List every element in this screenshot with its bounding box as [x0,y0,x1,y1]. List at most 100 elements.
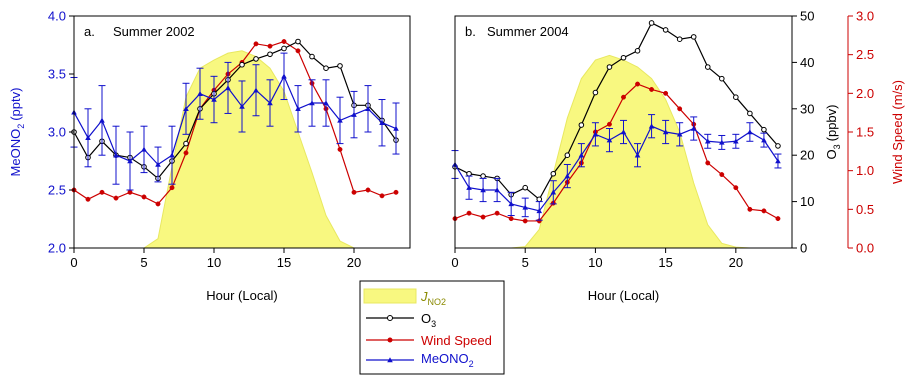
legend-marker-meono2 [387,357,393,363]
x-tick-label: 20 [347,255,361,270]
meono2-2002-point [323,100,329,106]
o3-2002-point [323,65,329,71]
wind-2002-point [295,48,301,54]
wind-2002-point [365,187,371,193]
legend-jno2-sub: NO2 [428,297,447,307]
o3-2004-point [522,184,529,191]
meono2-2004-point [648,123,655,129]
meono2-2002-point [85,135,91,141]
legend-item-o3: O3 [366,311,436,329]
legend-swatch-jno2 [363,288,417,304]
wind-tick-label: 1.0 [856,163,874,178]
wind-2002-point [267,43,273,49]
o3-2004-point [466,170,472,177]
wind-tick-label: 0.5 [856,202,874,217]
panel-b: 0 5 10 15 20 0 10 20 30 40 50 0.0 0.5 1.0 1.5 2.0 2.5 3… [451,9,905,304]
meono2-2004-point [747,129,753,135]
meono2-2004-point [550,189,557,195]
wind-2004-point [480,214,486,220]
o3-2004-point [761,126,767,133]
meono2-2002-point [267,100,273,106]
meono2-2002-line [73,74,397,166]
wind-tick-label: 1.5 [856,125,874,140]
wind-tick-label: 2.0 [856,86,874,101]
o3-2004-point [578,122,585,128]
meono2-2004-point [564,173,571,179]
wind-2004-point [607,121,612,127]
wind-2004-point [705,160,711,166]
y-tick-label: 2.0 [48,241,66,256]
meono2-2002-point [155,161,161,167]
x-tick-label: 10 [588,255,602,270]
o3-tick-label: 40 [800,55,814,70]
meono2-2004-point [733,138,739,144]
legend-label-o3: O3 [421,311,436,329]
legend-jno2-main: J [420,289,428,304]
wind-axis: 0.0 0.5 1.0 1.5 2.0 2.5 3.0 [847,9,874,256]
meono2-2002-point [113,152,119,158]
legend-o3-sub: 3 [431,319,436,329]
y-axis-label-meono2: MeONO2 (pptv) [8,88,26,177]
wind-2002-line [73,40,397,205]
legend-item-meono2: MeONO2 [366,351,474,369]
wind-2002-point [141,194,147,200]
meono2-2004-point [522,204,529,210]
y-axis-label-o3: O3 (ppbv) [824,105,842,160]
legend-item-jno2: JNO2 [363,288,446,307]
meono2-2002-point [127,158,133,164]
meono2-2004-point [662,129,669,135]
wind-2004-point [494,210,500,216]
wind-2002-point [393,189,399,195]
legend: JNO2 O3 Wind Speed MeONO2 [359,280,505,375]
legend-label-jno2: JNO2 [420,289,446,307]
wind-2002-point [169,185,175,191]
meono2-2004-point [676,131,683,137]
wind-tick-label: 2.5 [856,47,874,62]
meono2-2004-point [690,125,697,131]
panel-letter-a: a. [84,24,95,39]
wind-tick-label: 0.0 [856,241,874,256]
legend-label-meono2: MeONO2 [421,351,474,369]
wind-2004-point [775,216,781,222]
wind-2002-point [113,195,119,201]
series-2004 [451,20,782,224]
o3-2004-point [718,75,725,82]
meono2-2004-point [466,184,472,190]
meono2-2002-point [379,119,385,125]
meono2-2002-point [99,117,105,123]
o3-tick-label: 30 [800,101,814,116]
o3-2004-point [733,94,739,100]
meono2-2004-point [775,158,781,164]
o3-2004-point [662,27,669,33]
o3-label-main: O [824,149,839,159]
wind-2004-point [747,206,753,212]
meono2-2004-point [508,201,514,207]
jno2-area [455,54,778,249]
meono2-2004-point [578,152,585,158]
o3-2004-point [550,170,557,177]
meono2-2004-point [536,208,543,214]
x-tick-label: 15 [658,255,672,270]
x-ticks-2004: 0 5 10 15 20 [451,248,743,270]
o3-2004-point [690,34,697,40]
wind-2004-point [733,185,739,191]
jno2-area-2002 [74,50,396,249]
o3-2004-point [704,64,711,70]
meono2-2002-point [239,103,245,109]
o3-2004-point [592,89,599,96]
wind-2002-point [379,193,385,199]
wind-2004-point [508,216,514,222]
x-tick-label: 0 [451,255,458,270]
legend-marker-wind [387,337,393,343]
jno2-area-2004 [455,54,778,249]
x-tick-label: 10 [207,255,221,270]
o3-2002-point [281,45,287,52]
meono2-2004-point [634,152,641,158]
wind-2002-point [155,201,161,207]
meono2-2002-point [337,117,343,123]
y-tick-label: 3.5 [48,67,66,82]
wind-2002-point [99,189,105,195]
meono2-2002-point [365,106,371,112]
meono2-2002-point [197,90,203,96]
wind-2002-point [337,146,343,152]
